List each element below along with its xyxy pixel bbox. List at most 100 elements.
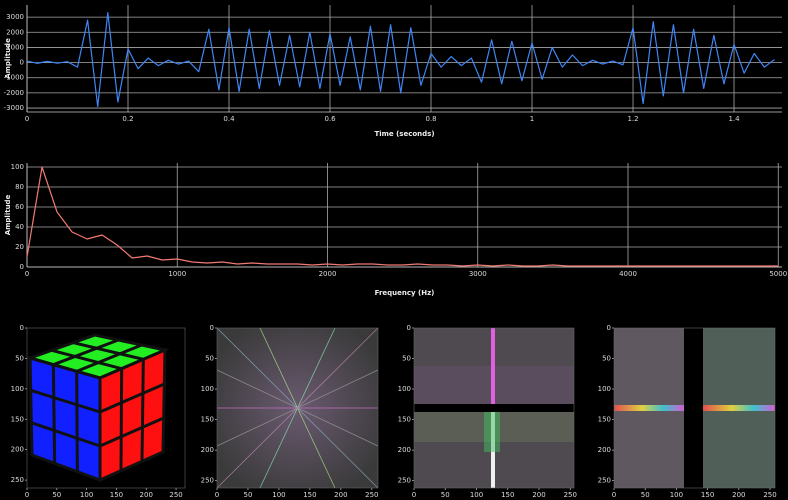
y-tick-label: 200 [398, 446, 411, 454]
cube-edge [30, 388, 101, 414]
axis-label: Time (seconds) [374, 130, 434, 138]
x-tick-label: 250 [564, 491, 577, 499]
y-tick-label: -3000 [4, 104, 24, 112]
x-tick-label: 1.4 [728, 115, 740, 123]
y-tick-label: 3000 [6, 13, 24, 21]
x-tick-label: 200 [732, 491, 745, 499]
x-tick-label: 0 [25, 115, 29, 123]
y-tick-label: 100 [11, 163, 24, 171]
y-tick-label: -2000 [4, 89, 24, 97]
y-tick-label: 100 [398, 385, 411, 393]
y-tick-label: 250 [11, 476, 24, 484]
x-tick-label: 100 [272, 491, 285, 499]
cube-edge [119, 368, 124, 471]
y-tick-label: 20 [15, 243, 24, 251]
cube-edge [51, 348, 123, 371]
x-tick-label: 0.4 [223, 115, 235, 123]
series-line [26, 11, 775, 108]
y-tick-label: 50 [402, 355, 411, 363]
x-tick-label: 2000 [319, 270, 337, 278]
y-tick-label: 1000 [6, 43, 24, 51]
x-tick-label: 0 [612, 491, 616, 499]
fft-image [216, 327, 379, 489]
cube-edge [140, 359, 145, 462]
x-tick-label: 0.2 [122, 115, 133, 123]
series-line [26, 166, 779, 267]
y-tick-label: 100 [11, 385, 24, 393]
x-tick-label: 100 [80, 491, 93, 499]
cube-edge [72, 341, 144, 361]
x-tick-label: 100 [470, 491, 483, 499]
x-tick-label: 0.8 [425, 115, 436, 123]
y-tick-label: 150 [201, 416, 214, 424]
x-tick-label: 0.6 [324, 115, 336, 123]
axis-label: Frequency (Hz) [375, 289, 435, 297]
x-tick-label: 200 [532, 491, 545, 499]
x-tick-label: 0 [412, 491, 416, 499]
cube-edge [76, 343, 143, 373]
y-tick-label: 100 [201, 385, 214, 393]
x-tick-label: 50 [244, 491, 253, 499]
cube-edge [52, 338, 119, 367]
y-tick-label: 0 [20, 263, 24, 271]
x-tick-label: 200 [140, 491, 153, 499]
axis-label: Amplitude [4, 194, 12, 235]
y-tick-label: 0 [20, 324, 24, 332]
x-tick-label: 0 [25, 270, 29, 278]
y-tick-label: 0 [20, 59, 24, 67]
y-tick-label: 200 [598, 446, 611, 454]
x-tick-label: 200 [334, 491, 347, 499]
x-tick-label: 150 [110, 491, 123, 499]
y-tick-label: 2000 [6, 28, 24, 36]
y-tick-label: 200 [201, 446, 214, 454]
y-tick-label: -1000 [4, 74, 24, 82]
split-image [414, 328, 574, 488]
x-tick-label: 100 [670, 491, 683, 499]
image-frame [413, 327, 575, 489]
cube-image [25, 333, 170, 483]
x-tick-label: 150 [501, 491, 514, 499]
x-tick-label: 1000 [168, 270, 186, 278]
x-tick-label: 150 [303, 491, 316, 499]
y-tick-label: 250 [398, 477, 411, 485]
image-frame [216, 327, 379, 489]
x-tick-label: 0 [215, 491, 219, 499]
x-tick-label: 0 [25, 491, 29, 499]
y-tick-label: 0 [607, 324, 611, 332]
y-tick-label: 0 [210, 324, 214, 332]
axis-label: Amplitude [4, 38, 12, 79]
y-tick-label: 50 [602, 355, 611, 363]
y-tick-label: 150 [398, 416, 411, 424]
y-tick-label: 50 [15, 354, 24, 362]
y-tick-label: 0 [407, 324, 411, 332]
y-tick-label: 250 [201, 477, 214, 485]
cube-edge [30, 421, 101, 448]
x-tick-label: 3000 [469, 270, 487, 278]
y-tick-label: 60 [15, 203, 24, 211]
band-image [614, 328, 775, 488]
x-tick-label: 50 [441, 491, 450, 499]
y-tick-label: 200 [11, 446, 24, 454]
cube-edge [99, 382, 165, 414]
cube-edge [99, 416, 165, 448]
x-tick-label: 250 [365, 491, 378, 499]
x-tick-label: 250 [763, 491, 776, 499]
x-tick-label: 4000 [619, 270, 637, 278]
y-tick-label: 40 [15, 223, 24, 231]
image-frame [26, 327, 186, 489]
x-tick-label: 5000 [769, 270, 787, 278]
x-tick-label: 50 [641, 491, 650, 499]
y-tick-label: 150 [598, 416, 611, 424]
x-tick-label: 250 [169, 491, 182, 499]
y-tick-label: 100 [598, 385, 611, 393]
x-tick-label: 1.2 [627, 115, 638, 123]
y-tick-label: 50 [205, 355, 214, 363]
cube-edge [51, 364, 57, 464]
image-frame [613, 327, 776, 489]
x-tick-label: 1 [530, 115, 534, 123]
cube-edge [75, 371, 79, 472]
y-tick-label: 80 [15, 183, 24, 191]
x-tick-label: 150 [701, 491, 714, 499]
